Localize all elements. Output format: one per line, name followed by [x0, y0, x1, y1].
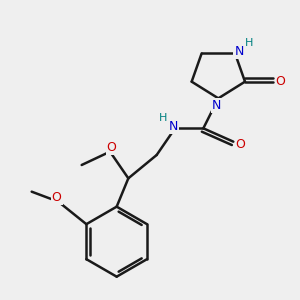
- Text: O: O: [276, 75, 286, 88]
- Text: N: N: [234, 45, 244, 58]
- Text: H: H: [159, 113, 167, 123]
- Text: O: O: [107, 141, 117, 154]
- Text: N: N: [212, 99, 221, 112]
- Text: O: O: [52, 191, 61, 204]
- Text: H: H: [245, 38, 253, 48]
- Text: N: N: [169, 120, 178, 133]
- Text: O: O: [236, 138, 246, 151]
